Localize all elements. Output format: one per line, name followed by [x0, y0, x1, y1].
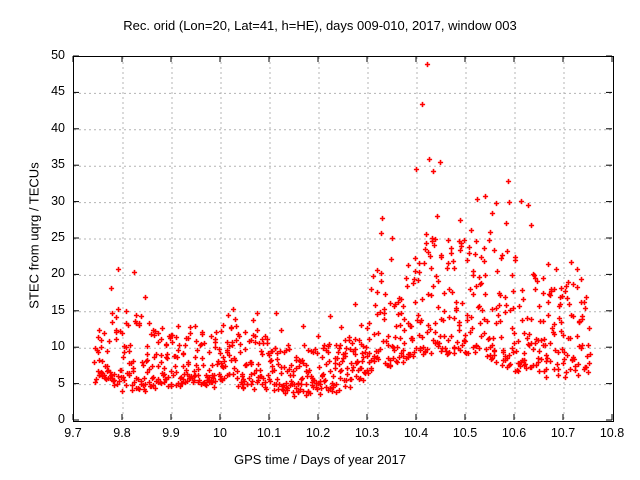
x-tick-label: 10.5: [452, 426, 478, 440]
y-tick-label: 35: [51, 157, 65, 172]
grid-lines: [74, 57, 613, 421]
x-tick-label: 10.1: [256, 426, 282, 440]
chart-title: Rec. orid (Lon=20, Lat=41, h=HE), days 0…: [123, 18, 517, 33]
plot-area: [73, 56, 614, 422]
x-axis-title: GPS time / Days of year 2017: [234, 452, 406, 467]
y-tick-label: 50: [51, 48, 65, 62]
x-tick-label: 10.8: [599, 426, 625, 440]
y-tick-label: 25: [51, 230, 65, 244]
x-tick-label: 10.2: [305, 426, 331, 440]
x-tick-label: 10.3: [354, 426, 380, 440]
y-tick-label: 0: [58, 412, 65, 426]
x-tick-label: 9.7: [64, 426, 82, 440]
data-points-layer: [91, 61, 594, 400]
x-tick-label: 10: [213, 426, 227, 440]
y-tick-label: 30: [51, 193, 65, 208]
x-tick-label: 9.9: [162, 426, 180, 440]
x-tick-label: 10.6: [501, 426, 527, 440]
x-tick-label: 9.8: [113, 426, 131, 440]
y-tick-label: 40: [51, 120, 65, 135]
x-tick-label: 10.4: [403, 426, 429, 440]
y-tick-label: 10: [51, 339, 65, 354]
y-tick-label: 20: [51, 266, 65, 281]
y-axis-title-wrapper: STEC from uqrg / TECUs: [0, 0, 42, 480]
y-tick-label: 45: [51, 84, 65, 99]
y-tick-label: 15: [51, 302, 65, 317]
y-tick-label: 5: [58, 375, 65, 390]
y-axis-title: STEC from uqrg / TECUs: [26, 162, 42, 309]
x-tick-label: 10.7: [550, 426, 576, 440]
